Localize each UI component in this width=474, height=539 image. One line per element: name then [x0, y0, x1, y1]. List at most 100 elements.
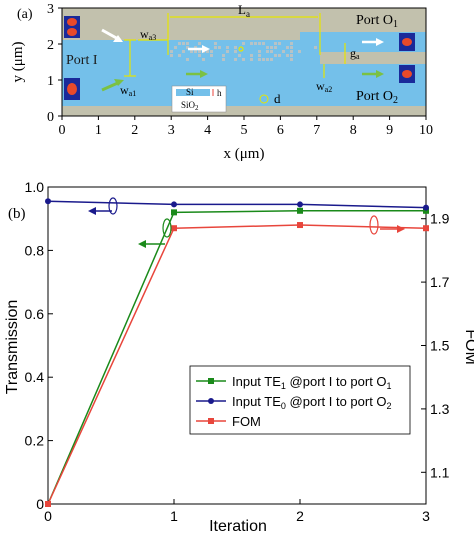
panel-a-x-tick-label: 5 [241, 123, 248, 138]
etched-hole [278, 54, 281, 57]
etched-hole [290, 54, 293, 57]
chart-plot-area [47, 186, 427, 505]
right-tick-label: 1.3 [430, 401, 450, 417]
etched-hole [290, 46, 293, 49]
series-point-1 [45, 198, 51, 205]
etched-hole [258, 50, 261, 53]
etched-hole [194, 46, 197, 49]
etched-hole [222, 58, 225, 61]
etched-hole [290, 58, 293, 61]
series-point-0 [171, 209, 177, 216]
right-tick-label: 1.7 [430, 274, 450, 290]
blue-left-axis-indicator [88, 197, 118, 215]
panel-a-x-tick-label: 9 [386, 123, 393, 138]
right-tick-label: 1.9 [430, 211, 450, 227]
etched-hole [274, 46, 277, 49]
left-tick-label: 0.8 [25, 242, 45, 258]
series-point-2 [423, 225, 429, 232]
left-axis-ticks: 0 0.2 0.4 0.6 0.8 1.0 [25, 179, 53, 512]
x-tick-label: 1 [170, 508, 178, 524]
etched-hole [198, 42, 201, 45]
etched-hole [250, 58, 253, 61]
series-point-0 [297, 207, 303, 214]
etched-hole [198, 50, 201, 53]
panel-a-x-tick-label: 8 [350, 123, 357, 138]
transmission-chart: (b) 0 0.2 0.4 0.6 0.8 1.0 1.1 1.3 1.5 1.7 1.9 0 1 2… [4, 179, 474, 535]
series-point-1 [297, 201, 303, 208]
etched-hole [202, 58, 205, 61]
etched-hole [270, 46, 273, 49]
etched-hole [290, 50, 293, 53]
series-line-1 [47, 200, 427, 209]
port-o1-label: Port O1 [356, 13, 398, 30]
etched-hole [238, 54, 241, 57]
ga-label: ga [350, 46, 360, 61]
etched-hole [182, 42, 185, 45]
etched-hole [242, 58, 245, 61]
device-schematic-panel: (a) Port I Port O1 Port O2 La wa3 wa1 wa… [10, 2, 433, 162]
wa1-label: wa1 [120, 83, 136, 98]
etched-hole [234, 50, 237, 53]
series-point-2 [45, 501, 51, 507]
etched-hole [282, 50, 285, 53]
panel-a-y-tick-label: 0 [47, 110, 54, 125]
etched-hole [234, 46, 237, 49]
etched-hole-pattern [170, 42, 317, 61]
etched-hole [218, 46, 221, 49]
left-tick-label: 1.0 [25, 179, 45, 195]
chart-y2-title: FOM [462, 329, 474, 365]
panel-a-y-tick-label: 1 [47, 74, 54, 89]
x-tick-label: 3 [422, 508, 430, 524]
etched-hole [186, 46, 189, 49]
etched-hole [170, 50, 173, 53]
etched-hole [262, 58, 265, 61]
d-label: d [274, 91, 281, 106]
port-i-label: Port I [66, 53, 98, 68]
panel-a-axes: 0 1 2 3 4 5 6 7 8 9 10 0 1 2 3 [47, 2, 433, 138]
series-point-2 [297, 222, 303, 229]
series-point-0 [423, 207, 429, 214]
panel-a-x-tick-label: 6 [277, 123, 284, 138]
left-tick-label: 0.2 [25, 433, 45, 449]
dimension-markers [124, 13, 346, 78]
x-tick-label: 2 [296, 508, 304, 524]
panel-a-x-tick-label: 3 [168, 123, 175, 138]
etched-hole [270, 58, 273, 61]
etched-hole [170, 54, 173, 57]
panel-a-x-tick-label: 7 [313, 123, 320, 138]
right-tick-label: 1.1 [430, 464, 450, 480]
etched-hole [258, 58, 261, 61]
left-tick-label: 0.4 [25, 369, 45, 385]
panel-a-x-tick-label: 10 [419, 123, 433, 138]
legend-label-1: Input TE0 @port I to port O2 [232, 394, 392, 411]
etched-hole [210, 50, 213, 53]
etched-hole [190, 50, 193, 53]
etched-hole [198, 54, 201, 57]
panel-a-y-title: y (μm) [10, 42, 26, 83]
x-tick-label: 0 [44, 508, 52, 524]
etched-hole [250, 54, 253, 57]
series-line-2 [47, 224, 427, 505]
legend-box [189, 365, 411, 435]
panel-a-x-title: x (μm) [224, 146, 265, 162]
port-o2-label: Port O2 [356, 89, 398, 106]
etched-hole [186, 42, 189, 45]
mode-profile-output [399, 33, 415, 83]
etched-hole [254, 42, 257, 45]
chart-x-title: Iteration [209, 518, 267, 535]
legend-label-2: FOM [232, 414, 261, 429]
panel-a-x-tick-label: 4 [204, 123, 211, 138]
panel-b-label: (b) [8, 206, 26, 222]
etched-hole [242, 42, 245, 45]
legend-label-0: Input TE1 @port I to port O1 [232, 374, 392, 391]
etched-hole [210, 54, 213, 57]
etched-hole [214, 46, 217, 49]
etched-hole [286, 54, 289, 57]
etched-hole [258, 54, 261, 57]
panel-a-x-tick-label: 0 [59, 123, 66, 138]
panel-a-y-tick-label: 3 [47, 2, 54, 17]
etched-hole [266, 50, 269, 53]
etched-hole [286, 46, 289, 49]
etched-hole [178, 54, 181, 57]
